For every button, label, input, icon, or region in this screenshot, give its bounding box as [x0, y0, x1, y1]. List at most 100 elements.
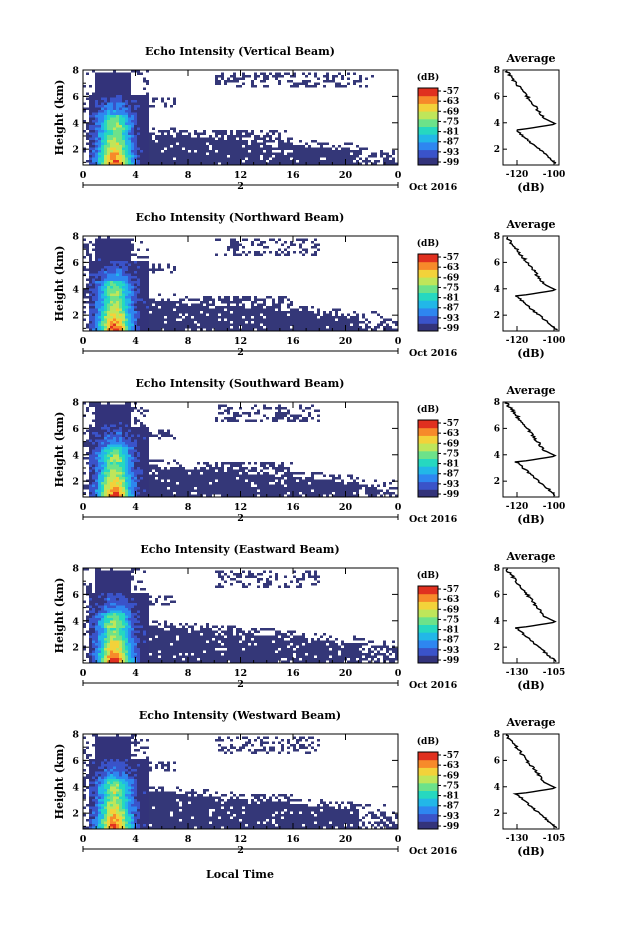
- heatmap-cell: [98, 474, 101, 477]
- heatmap-cell: [119, 107, 122, 110]
- heatmap-cell: [164, 494, 167, 497]
- heatmap-cell: [95, 142, 98, 145]
- heatmap-cell: [113, 251, 116, 254]
- heatmap-cell: [185, 142, 188, 145]
- heatmap-cell: [287, 417, 290, 420]
- heatmap-cell: [119, 492, 122, 495]
- heatmap-cell: [128, 487, 131, 490]
- heatmap-cell: [125, 489, 128, 492]
- heatmap-cell: [137, 281, 140, 284]
- heatmap-cell: [134, 278, 137, 281]
- heatmap-cell: [113, 454, 116, 457]
- heatmap-cell: [89, 427, 92, 430]
- heatmap-cell: [95, 75, 98, 78]
- heatmap-cell: [119, 447, 122, 450]
- heatmap-cell: [119, 494, 122, 497]
- heatmap-cell: [128, 439, 131, 442]
- heatmap-cell: [194, 132, 197, 135]
- heatmap-cell: [89, 117, 92, 120]
- heatmap-cell: [89, 258, 92, 261]
- heatmap-cell: [149, 135, 152, 138]
- heatmap-cell: [287, 318, 290, 321]
- heatmap-cell: [140, 412, 143, 415]
- heatmap-cell: [107, 291, 110, 294]
- heatmap-cell: [146, 492, 149, 495]
- heatmap-cell: [119, 276, 122, 279]
- heatmap-cell: [305, 306, 308, 309]
- heatmap-cell: [155, 137, 158, 140]
- heatmap-cell: [104, 412, 107, 415]
- heatmap-cell: [245, 150, 248, 153]
- heatmap-cell: [200, 145, 203, 148]
- heatmap-cell: [137, 72, 140, 75]
- heatmap-cell: [182, 474, 185, 477]
- colorbar-swatch: [418, 149, 438, 158]
- heatmap-cell: [107, 489, 110, 492]
- heatmap-cell: [95, 467, 98, 470]
- heatmap-cell: [164, 432, 167, 435]
- avg-y-tick-label: 4: [494, 285, 500, 295]
- heatmap-cell: [245, 152, 248, 155]
- heatmap-cell: [221, 472, 224, 475]
- panel-0: Echo Intensity (Vertical Beam)2468Height…: [53, 45, 565, 194]
- heatmap-cell: [122, 303, 125, 306]
- avg-y-tick-label: 2: [494, 311, 500, 321]
- heatmap-cell: [206, 140, 209, 143]
- heatmap-cell: [125, 263, 128, 266]
- heatmap-cell: [89, 484, 92, 487]
- heatmap-cell: [110, 80, 113, 83]
- heatmap-cell: [269, 313, 272, 316]
- heatmap-cell: [227, 140, 230, 143]
- heatmap-cell: [104, 437, 107, 440]
- heatmap-cell: [95, 261, 98, 264]
- heatmap-cell: [122, 288, 125, 291]
- heatmap-cell: [215, 77, 218, 80]
- heatmap-cell: [134, 147, 137, 150]
- heatmap-cell: [146, 266, 149, 269]
- heatmap-cell: [353, 157, 356, 160]
- heatmap-cell: [134, 288, 137, 291]
- heatmap-cell: [137, 316, 140, 319]
- heatmap-cell: [146, 484, 149, 487]
- heatmap-cell: [380, 155, 383, 158]
- heatmap-cell: [119, 115, 122, 118]
- heatmap-cell: [86, 251, 89, 254]
- heatmap-cell: [128, 429, 131, 432]
- heatmap-cell: [107, 278, 110, 281]
- heatmap-cell: [368, 326, 371, 329]
- heatmap-cell: [272, 132, 275, 135]
- heatmap-cell: [167, 298, 170, 301]
- heatmap-cell: [161, 434, 164, 437]
- heatmap-cell: [332, 484, 335, 487]
- heatmap-cell: [152, 145, 155, 148]
- heatmap-cell: [98, 427, 101, 430]
- heatmap-cell: [185, 308, 188, 311]
- heatmap-cell: [122, 266, 125, 269]
- heatmap-cell: [92, 70, 95, 73]
- heatmap-cell: [203, 326, 206, 329]
- heatmap-cell: [344, 85, 347, 88]
- heatmap-cell: [113, 248, 116, 251]
- x-tick-label: 0: [80, 170, 87, 181]
- heatmap-cell: [89, 323, 92, 326]
- heatmap-cell: [272, 298, 275, 301]
- heatmap-cell: [260, 464, 263, 467]
- heatmap-cell: [128, 157, 131, 160]
- heatmap-cell: [107, 248, 110, 251]
- heatmap-cell: [116, 130, 119, 133]
- heatmap-cell: [287, 474, 290, 477]
- heatmap-cell: [137, 303, 140, 306]
- heatmap-cell: [338, 308, 341, 311]
- heatmap-cell: [116, 243, 119, 246]
- heatmap-cell: [386, 492, 389, 495]
- heatmap-cell: [101, 474, 104, 477]
- heatmap-cell: [122, 482, 125, 485]
- heatmap-cell: [101, 422, 104, 425]
- heatmap-cell: [170, 157, 173, 160]
- heatmap-cell: [137, 457, 140, 460]
- heatmap-cell: [125, 135, 128, 138]
- heatmap-cell: [98, 412, 101, 415]
- heatmap-cell: [83, 246, 86, 249]
- heatmap-cell: [98, 112, 101, 115]
- heatmap-cell: [107, 132, 110, 135]
